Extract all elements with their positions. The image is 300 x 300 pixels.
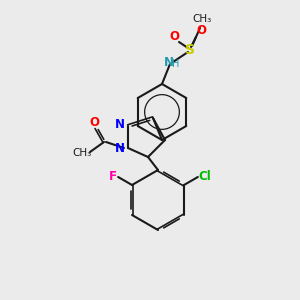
Text: O: O [169,31,179,44]
Text: N: N [115,142,125,154]
Text: F: F [109,170,117,184]
Text: Cl: Cl [199,170,211,184]
Text: O: O [196,25,206,38]
Text: N: N [115,118,125,131]
Text: CH₃: CH₃ [72,148,92,158]
Text: O: O [89,116,99,130]
Text: S: S [185,43,195,57]
Text: CH₃: CH₃ [192,14,212,24]
Text: N: N [164,56,174,70]
Text: H: H [172,59,180,69]
